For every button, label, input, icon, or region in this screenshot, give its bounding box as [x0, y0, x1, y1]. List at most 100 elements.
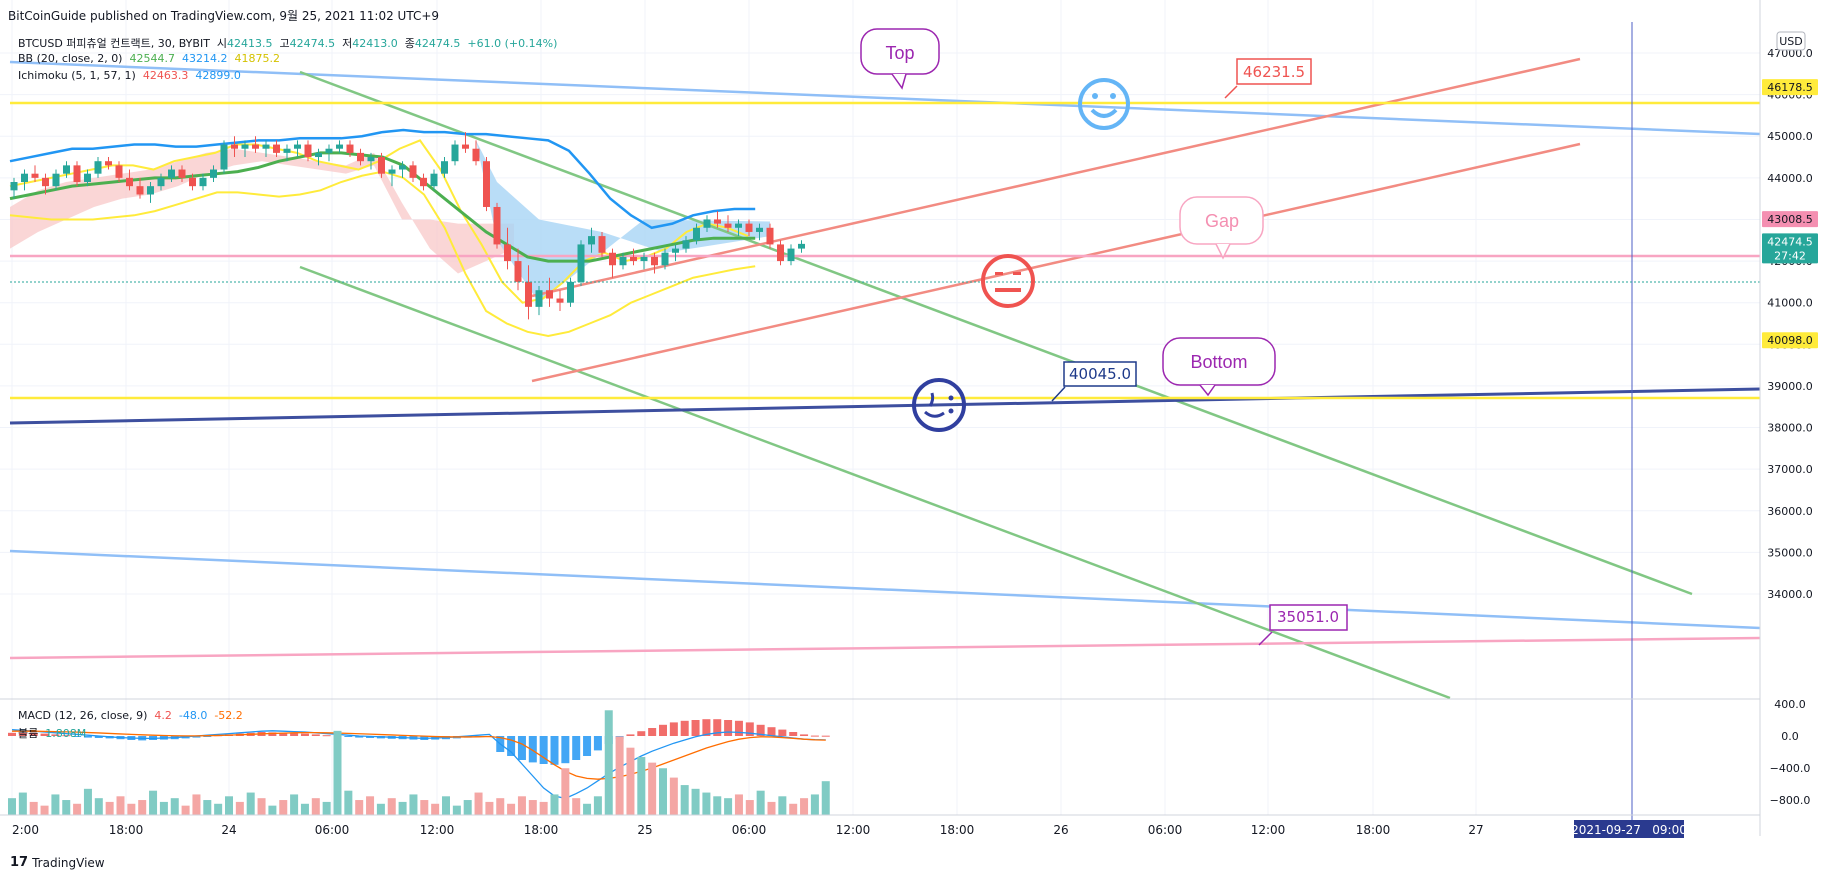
- macd-axis[interactable]: 400.0 0.0 −400.0 −800.0: [1770, 698, 1811, 807]
- bb-legend[interactable]: BB (20, close, 2, 0) 42544.7 43214.2 418…: [18, 52, 280, 65]
- price-note-35051[interactable]: 35051.0: [1258, 604, 1348, 646]
- callout-gap[interactable]: Gap: [1179, 196, 1264, 260]
- macd-histogram-bar: [583, 736, 592, 756]
- macd-legend[interactable]: MACD (12, 26, close, 9) 4.2 -48.0 -52.2: [18, 709, 243, 722]
- candle-body: [546, 290, 553, 299]
- macd-histogram-bar: [300, 733, 309, 736]
- time-tick-label: 12:00: [420, 823, 455, 837]
- trendline-blue-bottom[interactable]: [9, 549, 1761, 630]
- volume-bar: [778, 796, 787, 815]
- time-axis[interactable]: 2:00 18:00 24 06:00 12:00 18:00 25 06:00 12:00 18…: [12, 823, 1484, 837]
- macd-histogram-bar: [691, 720, 700, 736]
- trendline-green-lower[interactable]: [299, 265, 1451, 700]
- candle-body: [756, 227, 763, 232]
- price-label-text: 43008.5: [1767, 213, 1813, 226]
- price-tick-label: 39000.0: [1767, 380, 1813, 393]
- candle-body: [588, 236, 595, 245]
- candle-body: [766, 227, 774, 245]
- candle-body: [504, 244, 511, 262]
- tv-logo-icon: 17: [10, 855, 29, 870]
- candle-body: [693, 227, 700, 241]
- candle-body: [598, 236, 606, 253]
- trendline-blue-top[interactable]: [9, 60, 1761, 136]
- price-note-46231[interactable]: 46231.5: [1224, 58, 1312, 99]
- volume-bar: [290, 794, 299, 815]
- price-label-box: [1762, 79, 1818, 96]
- sleepy-face-icon[interactable]: [912, 378, 966, 432]
- callout-top[interactable]: Top: [860, 28, 940, 90]
- macd-histogram-bar: [680, 720, 689, 736]
- candle-body: [399, 165, 406, 170]
- volume-bar: [648, 762, 657, 815]
- volume-bar: [398, 801, 407, 815]
- volume-bar: [442, 796, 450, 815]
- time-tick-label: 06:00: [732, 823, 767, 837]
- candle-body: [199, 177, 207, 187]
- macd-histogram-bar: [669, 722, 678, 736]
- macd-histogram-bar: [724, 720, 733, 736]
- macd-histogram-bar: [322, 735, 331, 737]
- price-note-35051-text: 35051.0: [1277, 608, 1339, 626]
- macd-line-value: -48.0: [178, 709, 208, 722]
- open-value: 42413.5: [227, 37, 273, 50]
- volume-bar: [604, 710, 613, 815]
- volume-bar: [724, 798, 733, 815]
- trendline-navy[interactable]: [9, 387, 1761, 425]
- macd-histogram-bar: [40, 733, 49, 736]
- price-axis[interactable]: 47000.046000.045000.044000.043000.042000…: [1767, 47, 1813, 601]
- neutral-face-icon[interactable]: [981, 254, 1035, 308]
- time-tick-label: 12:00: [1251, 823, 1286, 837]
- volume-bar: [593, 796, 602, 815]
- macd-histogram-bar: [290, 733, 299, 736]
- volume-bar: [474, 792, 483, 815]
- price-label-box: [1762, 211, 1818, 228]
- volume-legend[interactable]: 볼륨 1.808M: [18, 725, 86, 741]
- volume-bar: [214, 803, 223, 815]
- macd-tick-label: −400.0: [1770, 762, 1811, 775]
- candle-body: [483, 161, 490, 207]
- price-note-40045[interactable]: 40045.0: [1051, 361, 1137, 402]
- candle-body: [441, 161, 448, 174]
- volume-bar: [40, 805, 49, 815]
- macd-histogram-bar: [789, 732, 798, 736]
- trendline-green-upper[interactable]: [299, 70, 1693, 596]
- candle-body: [94, 161, 102, 174]
- volume-bar: [452, 805, 461, 815]
- macd-histogram-bar: [344, 736, 353, 737]
- time-tick-label: 12:00: [836, 823, 871, 837]
- volume-bar: [409, 794, 418, 815]
- candle-body: [168, 169, 175, 178]
- trendline-red-lower[interactable]: [531, 142, 1581, 383]
- candle-body: [294, 144, 301, 149]
- volume-bar: [528, 800, 537, 815]
- time-tick-label: 24: [221, 823, 236, 837]
- volume-bar: [105, 801, 114, 815]
- crosshair-date-label: 2021-09-27 09:00: [1571, 820, 1687, 838]
- volume-bar: [366, 796, 375, 815]
- trendline-pink-low[interactable]: [9, 636, 1761, 660]
- ichimoku-legend[interactable]: Ichimoku (5, 1, 57, 1) 42463.3 42899.0: [18, 69, 241, 82]
- crosshair-date-text: 2021-09-27 09:00: [1571, 823, 1687, 837]
- candle-body: [283, 148, 291, 153]
- volume-bar: [420, 800, 429, 815]
- candle-body: [577, 244, 585, 282]
- callout-top-text: Top: [885, 43, 914, 63]
- callout-bottom[interactable]: Bottom: [1162, 337, 1276, 397]
- bb-lower-value: 41875.2: [234, 52, 280, 65]
- time-tick-label: 06:00: [315, 823, 350, 837]
- volume-bar: [659, 768, 667, 815]
- macd-histogram-bar: [821, 735, 830, 737]
- macd-signal-value: -52.2: [214, 709, 243, 722]
- candle-body: [630, 256, 637, 262]
- happy-face-icon[interactable]: [1078, 78, 1130, 130]
- currency-badge[interactable]: USD: [1776, 31, 1806, 51]
- tradingview-logo[interactable]: 17 TradingView: [10, 855, 105, 870]
- volume-bar: [517, 796, 526, 815]
- candle-body: [609, 252, 616, 266]
- volume-bar: [279, 800, 288, 815]
- symbol-name[interactable]: BTCUSD 퍼피츄얼 컨트랙트, 30, BYBIT: [18, 37, 210, 50]
- macd-histogram-bar: [637, 731, 646, 736]
- volume-bar: [507, 803, 516, 815]
- candle-body: [262, 144, 270, 149]
